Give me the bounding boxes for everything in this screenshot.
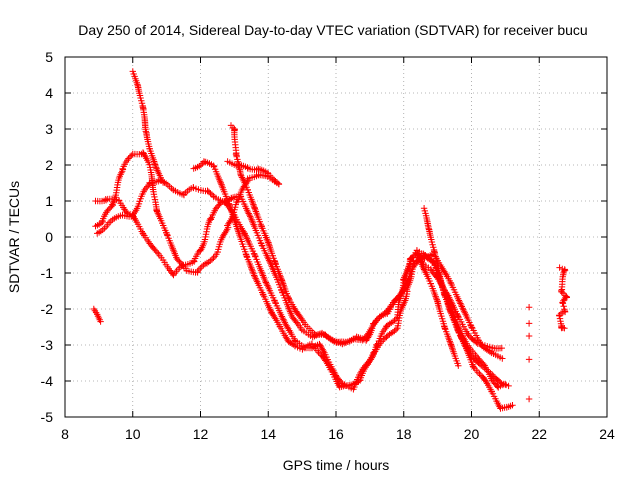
x-tick-label: 22 — [531, 426, 547, 442]
marker-path-track-g — [224, 158, 282, 187]
y-tick-label: 2 — [45, 157, 53, 173]
x-tick-label: 16 — [328, 426, 344, 442]
series-track-g — [224, 158, 282, 187]
x-axis-label: GPS time / hours — [283, 457, 390, 473]
series-track-j — [90, 305, 104, 325]
y-tick-label: -2 — [41, 301, 54, 317]
y-axis-label: SDTVAR / TECUs — [6, 181, 22, 293]
y-tick-label: -1 — [41, 265, 54, 281]
series-track-l — [556, 264, 570, 332]
x-tick-label: 18 — [396, 426, 412, 442]
marker-path-track-j — [90, 305, 104, 325]
x-tick-label: 10 — [125, 426, 141, 442]
series-track-i — [414, 251, 462, 369]
series-track-e — [190, 158, 509, 391]
data-points — [90, 68, 570, 412]
y-tick-label: 3 — [45, 121, 53, 137]
series-track-k — [525, 304, 533, 403]
y-tick-label: 5 — [45, 49, 53, 65]
y-tick-label: 4 — [45, 85, 53, 101]
x-tick-label: 12 — [193, 426, 209, 442]
x-tick-label: 24 — [599, 426, 615, 442]
x-tick-label: 8 — [61, 426, 69, 442]
x-tick-label: 20 — [464, 426, 480, 442]
y-tick-label: 0 — [45, 229, 53, 245]
y-tick-label: -5 — [41, 409, 54, 425]
marker-path-track-h — [420, 205, 516, 412]
series-track-d — [129, 68, 167, 186]
y-tick-labels: -5 -4 -3 -2 -1 0 1 2 3 4 5 — [41, 49, 54, 425]
marker-path-track-k — [525, 304, 533, 403]
axis-ticks — [64, 56, 608, 418]
marker-path-track-l — [556, 264, 570, 332]
x-tick-labels: 8 10 12 14 16 18 20 22 24 — [61, 426, 615, 442]
y-tick-label: -4 — [41, 373, 54, 389]
marker-path-track-d — [129, 68, 167, 186]
y-tick-label: 1 — [45, 193, 53, 209]
y-tick-label: -3 — [41, 337, 54, 353]
marker-path-track-e — [190, 158, 509, 391]
marker-path-track-i — [414, 251, 462, 369]
series-track-h — [420, 205, 516, 412]
chart-title: Day 250 of 2014, Sidereal Day-to-day VTE… — [78, 22, 587, 38]
x-tick-label: 14 — [260, 426, 276, 442]
